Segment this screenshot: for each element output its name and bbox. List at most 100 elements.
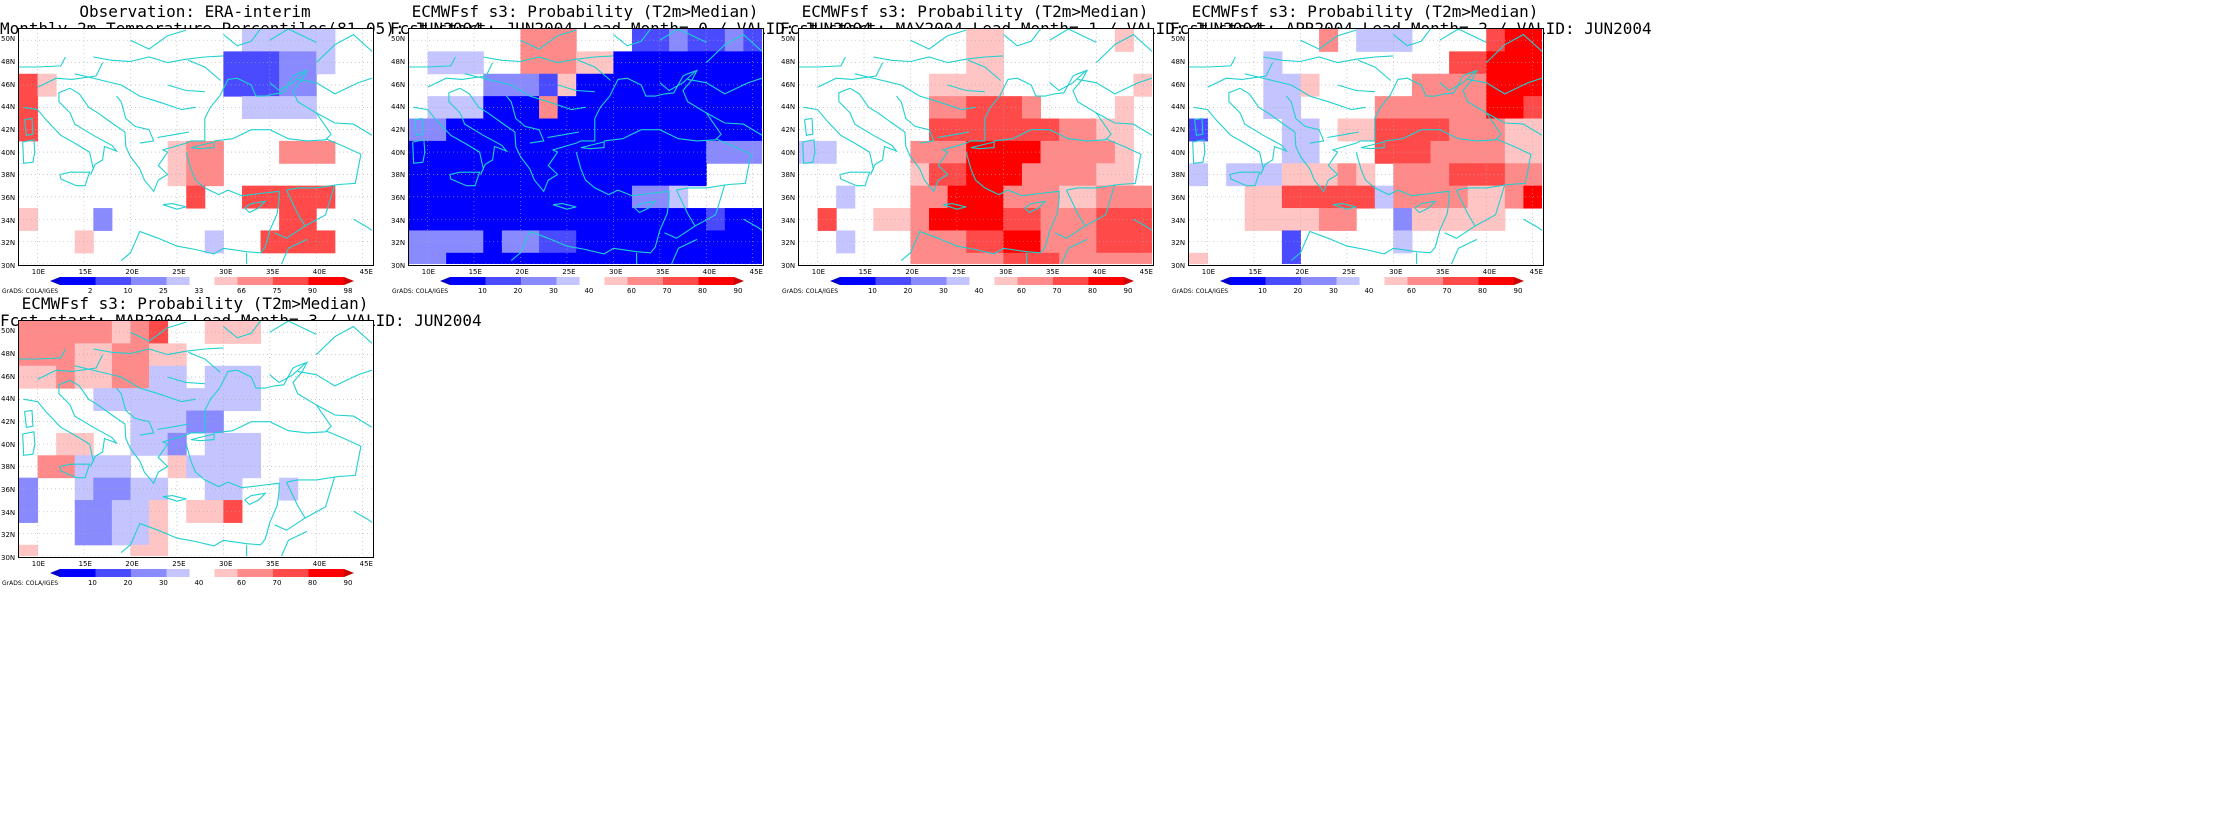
y-tick-label: 40N xyxy=(391,148,406,157)
grid-cell xyxy=(1374,140,1394,164)
coastline xyxy=(1523,218,1542,231)
coastline xyxy=(22,139,36,164)
colorbar-label: 90 xyxy=(1123,287,1133,295)
x-tick-label: 25E xyxy=(952,268,966,276)
colorbar-segment xyxy=(485,277,522,285)
grid-cell xyxy=(19,343,39,367)
grid-cell xyxy=(316,185,336,209)
grid-cell xyxy=(1449,208,1469,231)
panel-title: ECMWFsf s3: Probability (T2m>Median) xyxy=(21,294,369,313)
colorbar-segment xyxy=(273,569,309,577)
grid-cell xyxy=(1003,230,1023,254)
grid-cell xyxy=(1486,118,1506,142)
grid-cell xyxy=(706,29,726,52)
coastline xyxy=(427,62,494,88)
coastline xyxy=(799,56,846,68)
colorbar-label: 30 xyxy=(938,287,948,295)
y-tick-label: 50N xyxy=(1171,35,1186,44)
coastline xyxy=(37,354,104,380)
coastline xyxy=(817,62,884,88)
grid-cell xyxy=(1003,185,1023,209)
grid-cell xyxy=(1096,118,1116,142)
coastline xyxy=(297,77,372,95)
grid-cell xyxy=(409,118,429,142)
grid-cell xyxy=(204,500,224,523)
grid-cell xyxy=(204,388,224,412)
grid-cell xyxy=(1374,96,1394,120)
coastline xyxy=(910,29,967,50)
coastline xyxy=(706,112,762,136)
grid-cell xyxy=(1486,29,1506,52)
y-tick-label: 42N xyxy=(781,126,796,134)
grid-cell xyxy=(501,252,521,264)
grid-cell xyxy=(594,230,614,254)
grid-cell xyxy=(483,96,503,120)
grid-cell xyxy=(446,140,466,164)
y-tick-label: 50N xyxy=(1,327,16,336)
grid-cell xyxy=(111,477,131,501)
colorbar-label: 80 xyxy=(308,579,317,587)
grid-cell xyxy=(111,321,131,344)
colorbar xyxy=(440,277,744,285)
coastline xyxy=(244,200,267,214)
grid-cell xyxy=(204,230,224,254)
y-tick-label: 44N xyxy=(1171,103,1186,112)
colorbar-label: 10 xyxy=(1257,287,1267,295)
colorbar-label: 90 xyxy=(733,287,743,295)
grid-cell xyxy=(594,252,614,264)
coastline xyxy=(896,95,935,144)
grid-cell xyxy=(74,500,94,523)
grid-cell xyxy=(910,140,930,164)
colorbar-label: 33 xyxy=(194,287,204,295)
coastline xyxy=(947,84,985,93)
y-tick-label: 50N xyxy=(391,35,406,44)
coastline xyxy=(74,365,196,403)
coastline xyxy=(162,495,187,502)
colorbar-label: 90 xyxy=(343,579,353,587)
grid-cell xyxy=(836,185,856,209)
grid-cell xyxy=(446,51,466,75)
colorbar-label: 20 xyxy=(513,287,523,295)
colorbar-label: 10 xyxy=(477,287,487,295)
coastline xyxy=(676,138,752,191)
colorbar-segment xyxy=(1017,277,1054,285)
colorbar-label: 40 xyxy=(1364,287,1374,295)
grid-cell xyxy=(1486,51,1506,75)
colorbar-segment xyxy=(131,569,167,577)
grid-cell xyxy=(19,500,39,523)
y-tick-label: 44N xyxy=(781,103,796,112)
grid-cell xyxy=(130,544,150,556)
x-tick-label: 40E xyxy=(702,268,717,276)
coastline xyxy=(269,71,306,92)
colorbar xyxy=(50,277,354,285)
grid-cell xyxy=(669,96,689,120)
grid-cell xyxy=(1133,252,1152,264)
x-tick-label: 30E xyxy=(1389,268,1403,276)
colorbar-segment xyxy=(1230,277,1266,285)
grid-cell xyxy=(613,140,633,164)
x-tick-label: 25E xyxy=(172,268,186,276)
colorbar-segment xyxy=(1478,277,1515,285)
colorbar-label: 30 xyxy=(158,579,168,587)
grid-cell xyxy=(464,252,484,264)
coastline xyxy=(1450,238,1478,264)
grid-cell xyxy=(223,455,243,479)
grid-cell xyxy=(1449,96,1469,120)
coastline xyxy=(743,218,762,231)
coastline xyxy=(19,348,66,360)
colorbar-arrow-right xyxy=(1514,277,1524,285)
x-tick-label: 20E xyxy=(515,268,529,276)
grid-cell xyxy=(56,432,76,456)
y-tick-label: 36N xyxy=(1,194,16,202)
y-tick-label: 30N xyxy=(391,262,406,270)
grid-cell xyxy=(1133,208,1152,231)
grid-cell xyxy=(1040,208,1060,231)
grid-cell xyxy=(56,321,76,344)
grid-cell xyxy=(687,252,707,264)
coastline xyxy=(510,151,670,262)
x-tick-label: 35E xyxy=(655,268,670,276)
coastline xyxy=(280,238,308,264)
coastline xyxy=(74,73,196,111)
grid-cell xyxy=(539,163,559,187)
grid-cell xyxy=(111,522,131,546)
